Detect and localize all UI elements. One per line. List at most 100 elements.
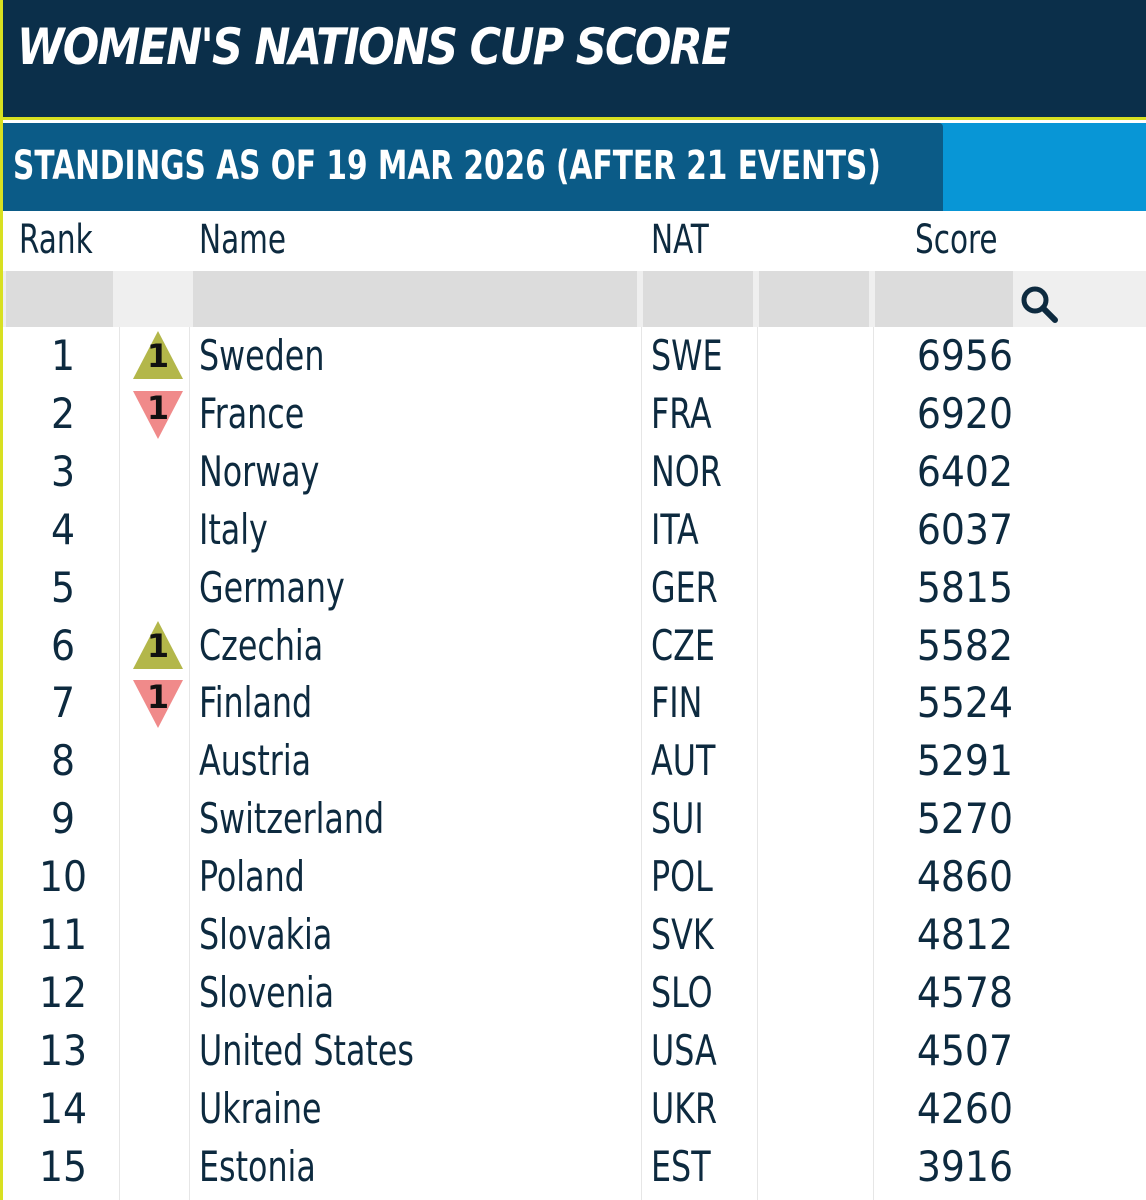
rank-change-value: 1 <box>146 337 170 375</box>
rank-cell: 9 <box>50 794 76 844</box>
table-row[interactable]: 5 Germany GER 5815 <box>3 559 1146 617</box>
score-cell: 5815 <box>916 562 1013 612</box>
score-cell: 6920 <box>916 388 1013 438</box>
nation-name-link[interactable]: Austria <box>199 736 312 786</box>
rank-change-value: 1 <box>146 626 170 665</box>
table-row[interactable]: 1 1 Sweden SWE 6956 <box>3 327 1146 385</box>
score-cell: 5291 <box>916 736 1013 786</box>
score-cell: 3916 <box>916 1141 1013 1191</box>
nation-name-link[interactable]: Slovenia <box>199 967 335 1017</box>
rank-cell: 2 <box>50 388 76 438</box>
title-bar: WOMEN'S NATIONS CUP SCORE <box>3 0 1146 120</box>
search-icon[interactable] <box>1018 283 1062 327</box>
column-divider <box>119 327 120 1200</box>
rank-cell: 3 <box>50 446 76 496</box>
filter-extra-input[interactable] <box>759 271 869 327</box>
column-header-row: Rank Name NAT Score <box>3 211 1146 271</box>
score-cell: 5524 <box>916 678 1013 728</box>
page-title: WOMEN'S NATIONS CUP SCORE <box>17 18 730 76</box>
column-divider <box>757 327 758 1200</box>
rank-cell: 15 <box>38 1141 88 1191</box>
rank-cell: 5 <box>50 562 76 612</box>
nation-name-link[interactable]: Slovakia <box>199 910 333 959</box>
table-row[interactable]: 2 1 France FRA 6920 <box>3 385 1146 443</box>
nation-name-link[interactable]: Italy <box>199 504 268 554</box>
rank-cell: 7 <box>50 678 76 728</box>
table-row[interactable]: 4 Italy ITA 6037 <box>3 501 1146 559</box>
column-header-name[interactable]: Name <box>199 217 287 263</box>
nat-code-cell: ITA <box>651 504 699 554</box>
nation-name-link[interactable]: Czechia <box>199 620 324 670</box>
nat-code-cell: SUI <box>651 794 704 844</box>
rank-cell: 4 <box>50 504 76 554</box>
nat-code-cell: FRA <box>651 388 712 438</box>
standings-subtitle: STANDINGS AS OF 19 MAR 2026 (AFTER 21 EV… <box>13 143 881 189</box>
rank-cell: 12 <box>38 967 88 1017</box>
score-cell: 4860 <box>916 852 1013 902</box>
subtitle-bar: STANDINGS AS OF 19 MAR 2026 (AFTER 21 EV… <box>3 123 1146 211</box>
standings-tab[interactable]: STANDINGS AS OF 19 MAR 2026 (AFTER 21 EV… <box>3 123 943 211</box>
table-row[interactable]: 8 Austria AUT 5291 <box>3 732 1146 790</box>
score-cell: 6037 <box>916 504 1013 554</box>
score-cell: 5582 <box>916 620 1013 670</box>
nation-name-link[interactable]: Ukraine <box>199 1083 322 1133</box>
filter-row <box>3 271 1146 327</box>
rank-cell: 13 <box>38 1025 88 1075</box>
rank-cell: 6 <box>50 620 76 670</box>
table-row[interactable]: 7 1 Finland FIN 5524 <box>3 674 1146 732</box>
nat-code-cell: USA <box>651 1025 717 1075</box>
rank-cell: 1 <box>50 331 76 380</box>
table-row[interactable]: 15 Estonia EST 3916 <box>3 1138 1146 1196</box>
table-row[interactable]: 14 Ukraine UKR 4260 <box>3 1080 1146 1138</box>
triangle-up-icon: 1 <box>131 329 185 383</box>
nation-name-link[interactable]: Sweden <box>199 331 325 380</box>
score-cell: 4578 <box>916 967 1013 1017</box>
table-row[interactable]: 10 Poland POL 4860 <box>3 848 1146 906</box>
nation-name-link[interactable]: Norway <box>199 446 320 496</box>
nat-code-cell: SLO <box>651 967 713 1017</box>
nat-code-cell: SWE <box>651 331 723 380</box>
filter-rank-input[interactable] <box>6 271 113 327</box>
score-cell: 4260 <box>916 1083 1013 1133</box>
rank-change-value: 1 <box>146 678 170 717</box>
nat-code-cell: NOR <box>651 446 722 496</box>
nat-code-cell: SVK <box>651 910 714 959</box>
triangle-down-icon: 1 <box>131 676 185 730</box>
table-row[interactable]: 3 Norway NOR 6402 <box>3 443 1146 501</box>
column-divider <box>189 327 190 1200</box>
score-cell: 6956 <box>916 331 1013 380</box>
nat-code-cell: EST <box>651 1141 711 1191</box>
column-header-score[interactable]: Score <box>915 217 998 263</box>
table-row[interactable]: 13 United States USA 4507 <box>3 1022 1146 1080</box>
score-cell: 5270 <box>916 794 1013 844</box>
rank-cell: 10 <box>38 852 88 902</box>
column-header-rank[interactable]: Rank <box>19 217 93 263</box>
column-divider <box>873 327 874 1200</box>
filter-nat-input[interactable] <box>643 271 753 327</box>
triangle-down-icon: 1 <box>131 387 185 441</box>
rank-cell: 8 <box>50 736 76 786</box>
nation-name-link[interactable]: Finland <box>199 678 313 728</box>
nation-name-link[interactable]: Germany <box>199 562 345 612</box>
nat-code-cell: GER <box>651 562 718 612</box>
nat-code-cell: POL <box>651 852 713 902</box>
nation-name-link[interactable]: United States <box>199 1025 414 1075</box>
nat-code-cell: UKR <box>651 1083 718 1133</box>
nation-name-link[interactable]: France <box>199 388 305 438</box>
nat-code-cell: AUT <box>651 736 716 786</box>
filter-score-input[interactable] <box>875 271 1013 327</box>
score-cell: 6402 <box>916 446 1013 496</box>
score-cell: 4812 <box>916 910 1013 959</box>
nation-name-link[interactable]: Poland <box>199 852 305 902</box>
filter-name-input[interactable] <box>193 271 637 327</box>
rank-cell: 14 <box>38 1083 88 1133</box>
table-row[interactable]: 9 Switzerland SUI 5270 <box>3 790 1146 848</box>
rank-cell: 11 <box>38 910 88 959</box>
column-header-nat[interactable]: NAT <box>651 217 709 263</box>
nation-name-link[interactable]: Switzerland <box>199 794 385 844</box>
table-row[interactable]: 11 Slovakia SVK 4812 <box>3 906 1146 964</box>
nation-name-link[interactable]: Estonia <box>199 1141 316 1191</box>
table-row[interactable]: 12 Slovenia SLO 4578 <box>3 964 1146 1022</box>
table-row[interactable]: 6 1 Czechia CZE 5582 <box>3 617 1146 675</box>
